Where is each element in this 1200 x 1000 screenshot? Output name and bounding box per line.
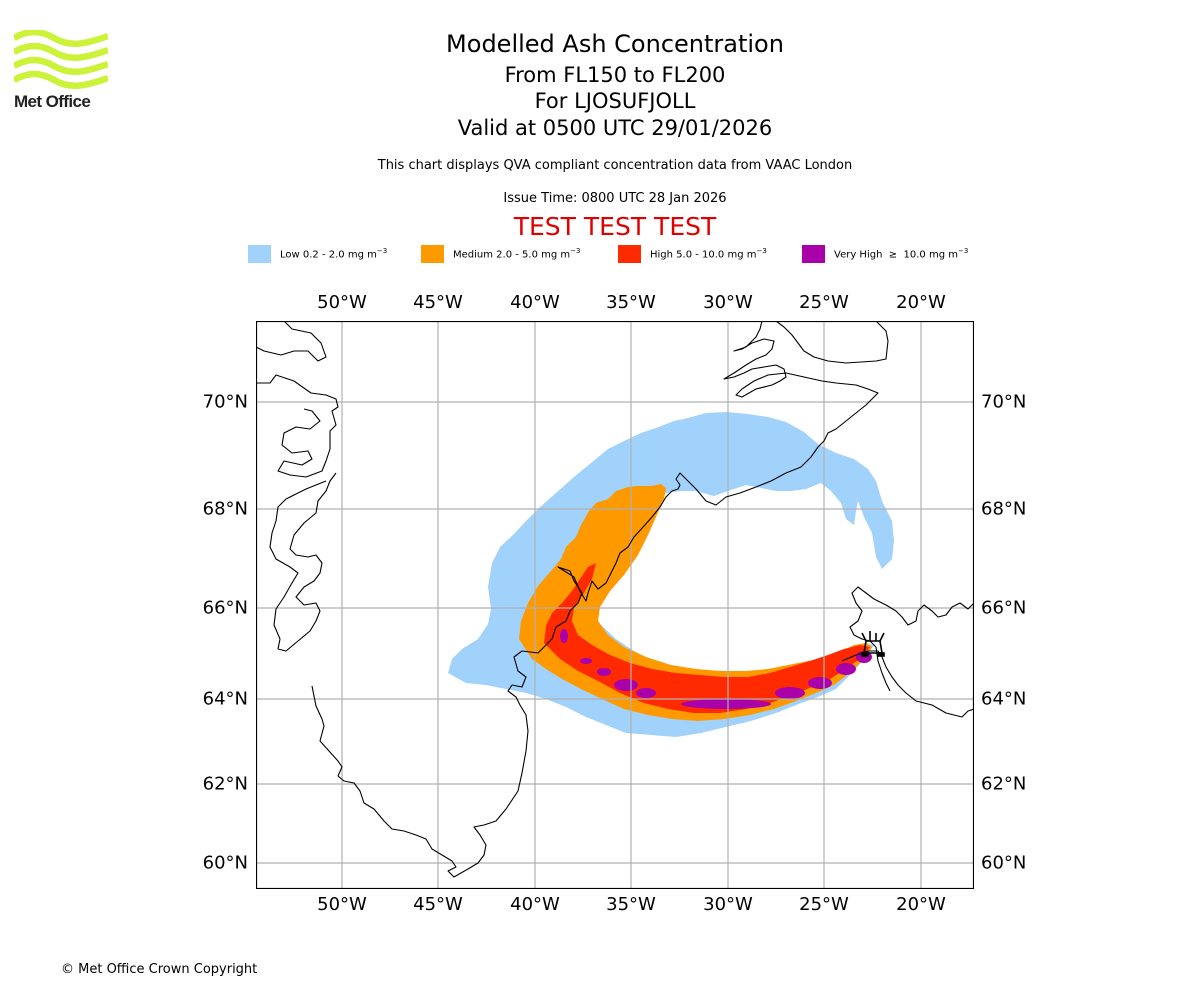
lat-tick-left-60n: 60°N (202, 852, 248, 874)
legend-swatch-low (248, 245, 271, 263)
lon-tick-top-45w: 45°W (413, 292, 463, 313)
test-banner: TEST TEST TEST (513, 212, 717, 241)
ash-contour-very-high (560, 629, 872, 709)
lat-tick-right-70n: 70°N (981, 391, 1027, 413)
legend-swatch-medium (421, 245, 444, 263)
met-office-waves-icon (12, 28, 110, 89)
lon-tick-top-25w: 25°W (799, 292, 849, 313)
lat-tick-right-64n: 64°N (981, 688, 1027, 710)
lon-tick-top-35w: 35°W (606, 292, 656, 313)
lon-tick-bottom-40w: 40°W (510, 894, 560, 915)
lon-tick-top-40w: 40°W (510, 292, 560, 313)
lon-tick-top-50w: 50°W (317, 292, 367, 313)
legend-swatch-high (618, 245, 641, 263)
coastlines (256, 321, 974, 878)
legend-label-medium: Medium 2.0 - 5.0 mg m (453, 249, 571, 261)
coastline-greenland-west (256, 321, 529, 878)
lat-tick-left-64n: 64°N (202, 688, 248, 710)
lon-tick-bottom-25w: 25°W (799, 894, 849, 915)
lat-tick-right-62n: 62°N (981, 773, 1027, 795)
lat-tick-left-68n: 68°N (202, 498, 248, 520)
logo-text: Met Office (14, 92, 91, 111)
copyright-notice: © Met Office Crown Copyright (61, 962, 258, 977)
legend-item-high: High 5.0 - 10.0 mg m−3 (618, 244, 767, 264)
ash-plume (448, 412, 894, 737)
legend-item-medium: Medium 2.0 - 5.0 mg m−3 (421, 244, 580, 264)
flight-levels: From FL150 to FL200 (504, 63, 726, 87)
lat-tick-left-70n: 70°N (202, 391, 248, 413)
legend-item-very-high: Very High ≥ 10.0 mg m−3 (802, 244, 968, 264)
chart-title: Modelled Ash Concentration (446, 30, 784, 58)
valid-time: Valid at 0500 UTC 29/01/2026 (457, 116, 773, 140)
ash-map[interactable] (256, 321, 974, 889)
legend-unit-low: −3 (376, 247, 388, 256)
legend-unit-very-high: −3 (957, 247, 969, 256)
graticule (256, 321, 974, 889)
legend-unit-medium: −3 (570, 247, 581, 256)
lon-tick-bottom-35w: 35°W (606, 894, 656, 915)
lon-tick-bottom-45w: 45°W (413, 894, 463, 915)
lat-tick-right-60n: 60°N (981, 852, 1027, 874)
ash-contour-high (544, 563, 870, 713)
legend-label-very-high: Very High ≥ 10.0 mg m (834, 249, 958, 261)
coastline-greenland-east (511, 321, 889, 688)
legend-item-low: Low 0.2 - 2.0 mg m−3 (248, 244, 387, 264)
legend-swatch-very-high (802, 245, 825, 263)
lon-tick-top-30w: 30°W (703, 292, 753, 313)
lat-tick-right-68n: 68°N (981, 498, 1027, 520)
map-frame (256, 321, 974, 889)
description: This chart displays QVA compliant concen… (377, 158, 853, 173)
volcano-icon (861, 631, 885, 657)
legend-label-high: High 5.0 - 10.0 mg m (650, 249, 757, 261)
lon-tick-bottom-50w: 50°W (317, 894, 367, 915)
lon-tick-bottom-30w: 30°W (703, 894, 753, 915)
lat-tick-left-66n: 66°N (202, 597, 248, 619)
volcano-name: For LJOSUFJOLL (534, 89, 696, 113)
lat-tick-right-66n: 66°N (981, 597, 1027, 619)
legend-label-low: Low 0.2 - 2.0 mg m (280, 249, 377, 261)
lon-tick-bottom-20w: 20°W (896, 894, 946, 915)
legend-unit-high: −3 (756, 247, 767, 256)
issue-time: Issue Time: 0800 UTC 28 Jan 2026 (503, 191, 727, 206)
lat-tick-left-62n: 62°N (202, 773, 248, 795)
met-office-logo: Met Office (12, 28, 110, 112)
lon-tick-top-20w: 20°W (896, 292, 946, 313)
